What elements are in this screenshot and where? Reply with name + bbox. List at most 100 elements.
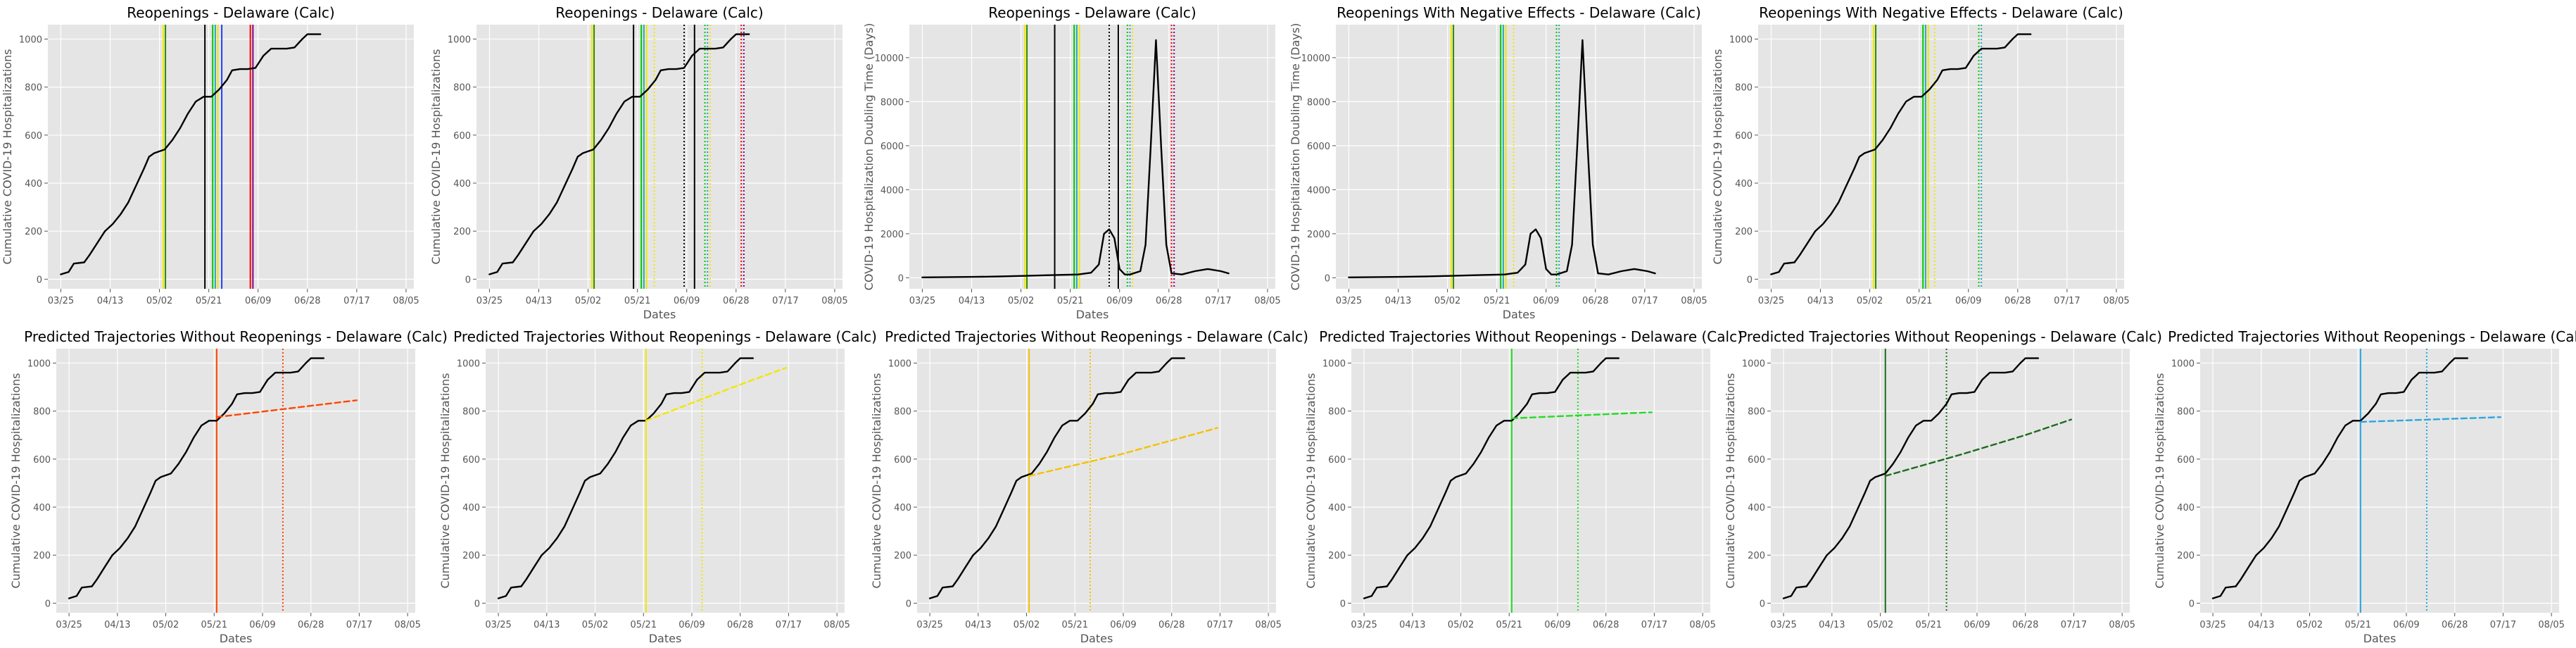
y-tick-label: 200 (1328, 551, 1346, 561)
x-tick-label: 05/02 (1434, 296, 1460, 306)
chart-title: Predicted Trajectories Without Reopening… (885, 328, 1308, 345)
x-tick-label: 03/25 (1351, 620, 1377, 630)
x-tick-label: 05/02 (582, 620, 608, 630)
x-tick-label: 04/13 (965, 620, 991, 630)
y-tick-label: 400 (453, 179, 471, 189)
chart-panel: 03/25 04/13 05/02 05/21 06/09 06/28 07/17 08/05… (9, 328, 448, 645)
chart-panel: 03/25 04/13 05/02 05/21 06/09 06/28 07/17 08/05… (1304, 328, 1743, 630)
y-axis-label: Cumulative COVID-19 Hospitalizations (1, 49, 14, 264)
x-axis-label: Dates (1080, 632, 1113, 645)
y-tick-label: 200 (1735, 227, 1753, 237)
predicted-trajectory-line (1028, 427, 1219, 477)
predicted-trajectory-line (215, 399, 358, 418)
x-tick-label: 04/13 (533, 620, 560, 630)
x-tick-label: 08/05 (1689, 620, 1715, 630)
predicted-trajectory-line (645, 367, 788, 422)
plot-area (1782, 349, 2073, 613)
y-tick-label: 0 (2189, 599, 2195, 609)
x-tick-label: 03/25 (1336, 296, 1362, 306)
x-axis-label: Dates (220, 632, 253, 645)
x-tick-label: 04/13 (526, 296, 552, 306)
y-tick-label: 1000 (888, 359, 911, 369)
chart-panel: 03/25 04/13 05/02 05/21 06/09 06/28 07/17 08/05… (870, 328, 1308, 645)
x-tick-label: 06/28 (1582, 296, 1608, 306)
plot-area (1348, 25, 1656, 289)
x-tick-label: 04/13 (1399, 620, 1425, 630)
x-tick-label: 04/13 (97, 296, 123, 306)
plot-area (928, 349, 1219, 613)
x-tick-label: 05/21 (1906, 296, 1932, 306)
cumulative-hospitalizations-line (497, 357, 755, 599)
x-tick-label: 06/09 (1964, 620, 1990, 630)
x-tick-label: 06/28 (2012, 620, 2038, 630)
x-tick-label: 07/17 (346, 620, 372, 630)
y-tick-label: 600 (462, 455, 480, 466)
x-tick-label: 06/28 (2442, 620, 2468, 630)
chart-panel: 03/25 04/13 05/02 05/21 06/09 06/28 07/17 08/05… (438, 328, 877, 645)
x-tick-label: 04/13 (1807, 296, 1833, 306)
x-tick-label: 04/13 (959, 296, 985, 306)
y-tick-label: 1000 (2171, 359, 2195, 369)
plot-background (1351, 349, 1710, 613)
plot-background (917, 349, 1276, 613)
x-tick-label: 05/02 (1014, 620, 1040, 630)
y-axis-label: Cumulative COVID-19 Hospitalizations (429, 49, 443, 264)
x-tick-label: 06/09 (674, 296, 700, 306)
x-tick-label: 03/25 (476, 296, 503, 306)
plot-area (497, 349, 788, 613)
x-tick-label: 05/21 (201, 620, 227, 630)
x-tick-label: 05/21 (1496, 620, 1522, 630)
y-tick-label: 1000 (457, 359, 480, 369)
chart-panel: 03/25 04/13 05/02 05/21 06/09 06/28 07/17 08/05… (1724, 328, 2162, 630)
cumulative-hospitalizations-line (60, 33, 322, 275)
x-tick-label: 06/09 (1533, 296, 1559, 306)
plot-background (476, 25, 842, 289)
plot-background (1758, 25, 2124, 289)
x-tick-label: 08/05 (2103, 296, 2129, 306)
chart-title: Reopenings With Negative Effects - Delaw… (1759, 4, 2123, 21)
y-tick-label: 800 (462, 407, 480, 418)
x-tick-label: 08/05 (394, 620, 420, 630)
chart-title: Predicted Trajectories Without Reopening… (1319, 328, 1743, 345)
x-tick-label: 06/28 (1156, 296, 1182, 306)
x-tick-label: 03/25 (1770, 620, 1796, 630)
y-tick-label: 600 (894, 455, 911, 466)
cumulative-hospitalizations-line (488, 33, 750, 275)
y-tick-label: 0 (1747, 275, 1753, 285)
x-tick-label: 03/25 (48, 296, 74, 306)
x-tick-label: 08/05 (2538, 620, 2564, 630)
y-tick-label: 600 (25, 131, 42, 142)
y-tick-label: 400 (462, 503, 480, 513)
y-tick-label: 200 (453, 227, 471, 237)
x-tick-label: 05/21 (2345, 620, 2371, 630)
plot-background (1336, 25, 1702, 289)
plot-area (1770, 25, 2032, 289)
y-tick-label: 600 (1748, 455, 1765, 466)
plot-area (60, 25, 322, 289)
x-axis-label: Dates (2363, 632, 2397, 645)
plot-background (48, 25, 414, 289)
y-tick-label: 200 (25, 227, 42, 237)
chart-panel: 03/25 04/13 05/02 05/21 06/09 06/28 07/17 08/05… (1711, 4, 2130, 306)
chart-panel: 03/25 04/13 05/02 05/21 06/09 06/28 07/17 08/05… (2153, 328, 2576, 645)
y-tick-label: 2000 (1307, 230, 1330, 240)
x-tick-label: 06/09 (245, 296, 271, 306)
plot-area (921, 25, 1230, 289)
y-tick-label: 1000 (448, 35, 471, 45)
x-axis-label: Dates (643, 308, 676, 321)
y-tick-label: 8000 (1307, 97, 1330, 108)
chart-title: Reopenings - Delaware (Calc) (127, 4, 334, 21)
x-tick-label: 06/28 (2004, 296, 2031, 306)
x-tick-label: 03/25 (56, 620, 82, 630)
plot-area (68, 349, 358, 613)
y-axis-label: Cumulative COVID-19 Hospitalizations (1724, 373, 1737, 588)
x-tick-label: 05/21 (196, 296, 222, 306)
y-tick-label: 0 (45, 599, 51, 609)
x-tick-label: 06/28 (727, 620, 753, 630)
y-tick-label: 1000 (27, 359, 51, 369)
plot-background (56, 349, 415, 613)
x-tick-label: 06/28 (1593, 620, 1619, 630)
y-tick-label: 400 (1735, 179, 1753, 189)
x-tick-label: 05/02 (146, 296, 172, 306)
